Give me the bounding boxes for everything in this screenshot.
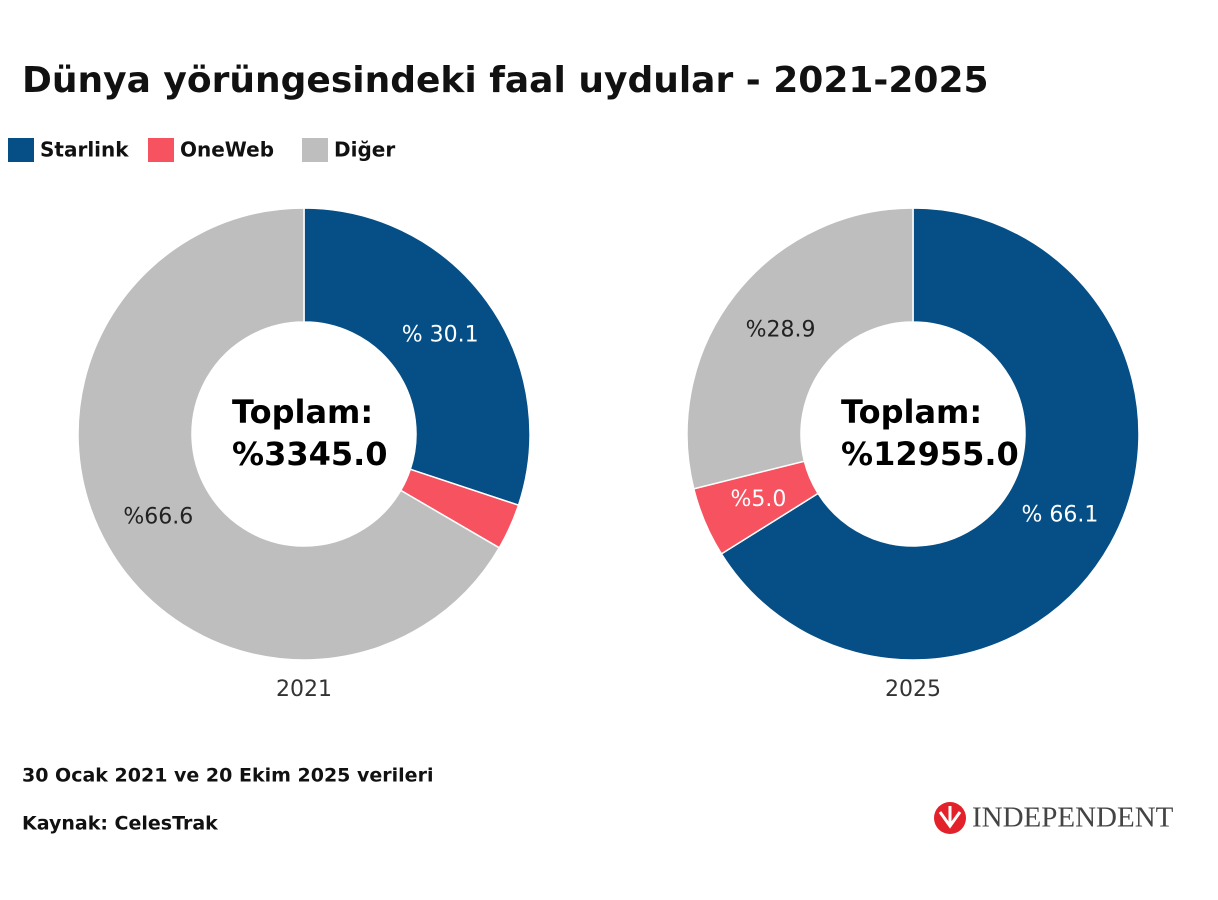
value-label: %5.0 <box>730 487 786 512</box>
center-text: %12955.0 <box>841 435 1019 473</box>
note: 30 Ocak 2021 ve 20 Ekim 2025 verileri <box>22 765 433 787</box>
legend-swatch <box>148 138 174 162</box>
brand-logo: INDEPENDENT <box>934 802 1174 834</box>
donut-segment <box>720 207 1140 661</box>
brand: INDEPENDENT <box>972 802 1174 834</box>
center-text: Toplam: <box>232 393 373 431</box>
donut-segment <box>303 207 531 507</box>
donut-segment <box>686 207 914 490</box>
legend-swatch <box>302 138 328 162</box>
legend-label: Starlink <box>40 138 129 162</box>
value-label: % 66.1 <box>1022 502 1099 527</box>
donut-label: 2021 <box>276 677 332 702</box>
center-text: %3345.0 <box>232 435 388 473</box>
value-label: %66.6 <box>123 505 193 530</box>
value-label: % 30.1 <box>402 323 479 348</box>
center-text: Toplam: <box>841 393 982 431</box>
legend-label: OneWeb <box>180 138 274 162</box>
donut-label: 2025 <box>885 677 941 702</box>
legend-swatch <box>8 138 34 162</box>
source: Kaynak: CelesTrak <box>22 813 218 835</box>
value-label: %28.9 <box>746 318 816 343</box>
legend-label: Diğer <box>334 138 395 162</box>
donut-segment <box>77 207 501 661</box>
chart-title: Dünya yörüngesindeki faal uydular - 2021… <box>22 60 989 101</box>
brand-icon-eagle <box>938 806 962 829</box>
